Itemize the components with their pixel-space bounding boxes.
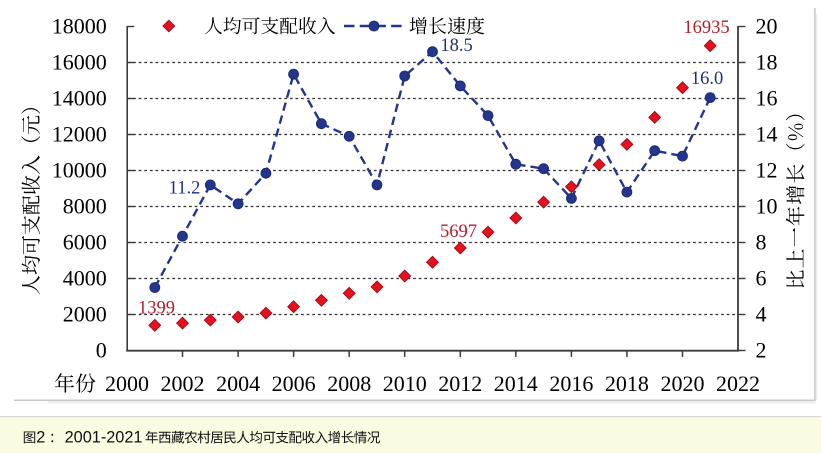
svg-text:18000: 18000: [52, 14, 107, 39]
svg-text:10: 10: [756, 194, 778, 219]
svg-text:6000: 6000: [63, 230, 107, 255]
svg-text:2001-2021: 2001-2021: [65, 428, 143, 446]
svg-text:18: 18: [756, 50, 778, 75]
svg-text:16935: 16935: [683, 18, 729, 38]
svg-text:2020: 2020: [661, 371, 705, 396]
svg-text:2022: 2022: [716, 371, 760, 396]
svg-text:2010: 2010: [383, 371, 427, 396]
svg-text:16: 16: [756, 86, 778, 111]
svg-text:20: 20: [756, 14, 778, 39]
svg-text:2: 2: [36, 428, 45, 446]
svg-text:2002: 2002: [161, 371, 205, 396]
svg-text:6: 6: [756, 266, 767, 291]
svg-text:4000: 4000: [63, 266, 107, 291]
svg-text:2014: 2014: [494, 371, 538, 396]
svg-text:14: 14: [756, 122, 778, 147]
svg-text:12: 12: [756, 158, 778, 183]
svg-text:2000: 2000: [63, 302, 107, 327]
svg-text:8000: 8000: [63, 194, 107, 219]
svg-text:2012: 2012: [438, 371, 482, 396]
svg-text:5697: 5697: [440, 222, 477, 242]
svg-text:10000: 10000: [52, 158, 107, 183]
svg-text:2: 2: [756, 338, 767, 363]
svg-text:16000: 16000: [52, 50, 107, 75]
svg-text:4: 4: [756, 302, 767, 327]
svg-text:11.2: 11.2: [169, 179, 201, 199]
svg-text:2004: 2004: [216, 371, 260, 396]
svg-text:2006: 2006: [272, 371, 316, 396]
svg-text:2018: 2018: [605, 371, 649, 396]
svg-text:1399: 1399: [138, 299, 175, 319]
svg-text:12000: 12000: [52, 122, 107, 147]
svg-text:18.5: 18.5: [440, 36, 472, 56]
svg-text:2000: 2000: [105, 371, 149, 396]
svg-text:8: 8: [756, 230, 767, 255]
svg-text:0: 0: [96, 338, 107, 363]
svg-text:2008: 2008: [327, 371, 371, 396]
svg-text:14000: 14000: [52, 86, 107, 111]
svg-text:2016: 2016: [549, 371, 593, 396]
svg-text:16.0: 16.0: [691, 69, 723, 89]
